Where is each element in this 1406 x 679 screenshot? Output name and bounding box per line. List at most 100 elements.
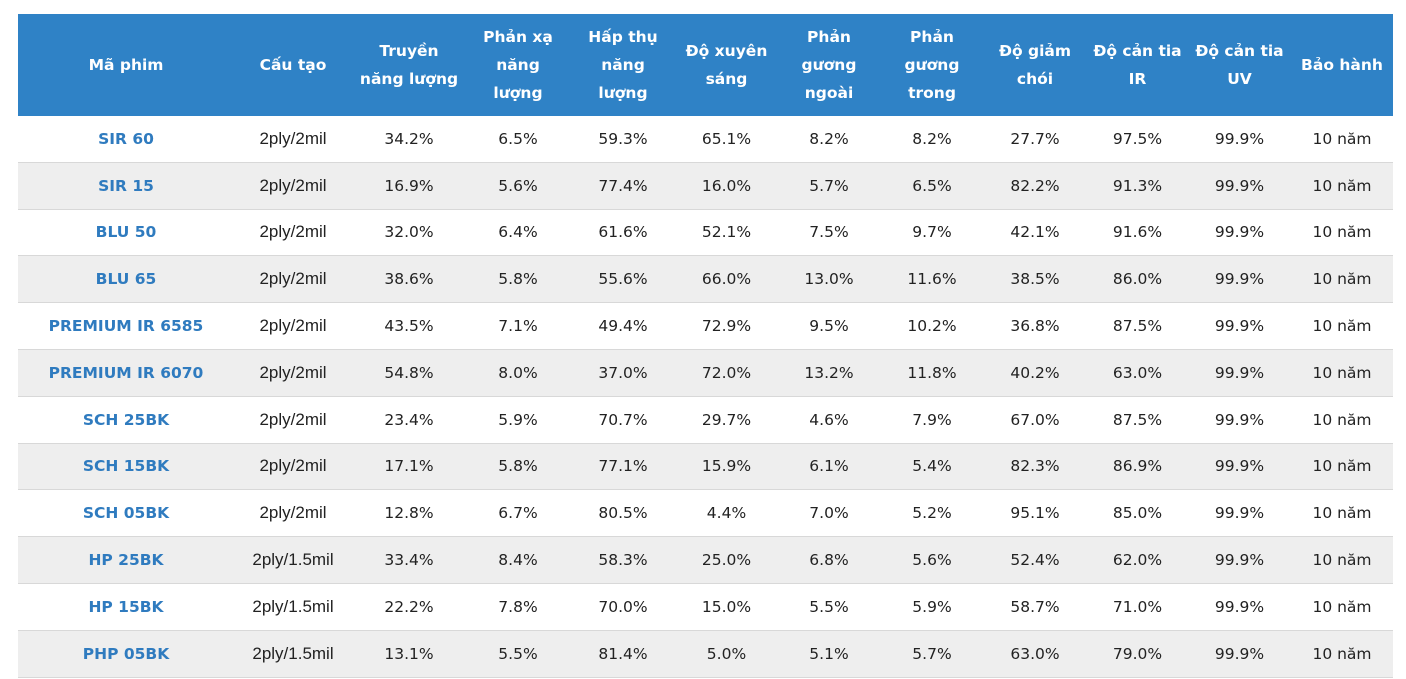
cell-warranty: 10 năm: [1291, 116, 1393, 163]
cell-film-code[interactable]: SCH 15BK: [18, 443, 234, 491]
cell-warranty: 10 năm: [1291, 302, 1393, 350]
cell-uv-rejection: 99.9%: [1188, 302, 1291, 350]
cell-energy-transmission: 34.2%: [352, 116, 466, 163]
cell-energy-reflection: 6.7%: [466, 489, 570, 538]
cell-film-code[interactable]: PREMIUM IR 6585: [18, 302, 234, 350]
cell-energy-reflection: 6.5%: [466, 116, 570, 163]
cell-glare-reduction: 58.7%: [983, 583, 1087, 631]
cell-interior-reflection: 5.4%: [881, 443, 983, 491]
cell-light-transmission: 4.4%: [676, 489, 777, 538]
cell-glare-reduction: 38.5%: [983, 255, 1087, 304]
film-spec-table-container: Mã phim Cấu tạo Truyền năng lượng Phản x…: [18, 14, 1393, 678]
cell-uv-rejection: 99.9%: [1188, 489, 1291, 538]
cell-warranty: 10 năm: [1291, 443, 1393, 491]
header-energy-reflection: Phản xạ năng lượng: [466, 14, 570, 116]
cell-energy-absorption: 49.4%: [570, 302, 676, 350]
cell-light-transmission: 16.0%: [676, 162, 777, 210]
header-structure: Cấu tạo: [234, 14, 352, 116]
cell-energy-absorption: 70.7%: [570, 396, 676, 444]
cell-interior-reflection: 9.7%: [881, 209, 983, 257]
cell-exterior-reflection: 5.1%: [777, 630, 881, 678]
table-row: HP 25BK 2ply/1.5mil 33.4% 8.4% 58.3% 25.0% 6.8…: [18, 536, 1393, 584]
cell-film-code[interactable]: PREMIUM IR 6070: [18, 349, 234, 397]
cell-energy-transmission: 43.5%: [352, 302, 466, 350]
table-row: HP 15BK 2ply/1.5mil 22.2% 7.8% 70.0% 15.0% 5.5…: [18, 583, 1393, 631]
cell-energy-absorption: 77.1%: [570, 443, 676, 491]
cell-energy-transmission: 13.1%: [352, 630, 466, 678]
cell-ir-rejection: 62.0%: [1087, 536, 1188, 584]
cell-exterior-reflection: 7.5%: [777, 209, 881, 257]
table-body: SIR 60 2ply/2mil 34.2% 6.5% 59.3% 65.1% 8.2% 8.…: [18, 116, 1393, 678]
cell-warranty: 10 năm: [1291, 162, 1393, 210]
cell-film-code[interactable]: HP 25BK: [18, 536, 234, 584]
cell-exterior-reflection: 7.0%: [777, 489, 881, 538]
cell-exterior-reflection: 6.1%: [777, 443, 881, 491]
cell-uv-rejection: 99.9%: [1188, 396, 1291, 444]
cell-uv-rejection: 99.9%: [1188, 583, 1291, 631]
cell-film-code[interactable]: HP 15BK: [18, 583, 234, 631]
cell-energy-absorption: 77.4%: [570, 162, 676, 210]
cell-film-code[interactable]: BLU 50: [18, 209, 234, 257]
table-row: SIR 15 2ply/2mil 16.9% 5.6% 77.4% 16.0% 5.7% 6.…: [18, 162, 1393, 210]
cell-energy-absorption: 80.5%: [570, 489, 676, 538]
cell-energy-reflection: 6.4%: [466, 209, 570, 257]
cell-film-code[interactable]: SCH 05BK: [18, 489, 234, 538]
cell-exterior-reflection: 8.2%: [777, 116, 881, 163]
cell-energy-absorption: 59.3%: [570, 116, 676, 163]
cell-warranty: 10 năm: [1291, 255, 1393, 304]
cell-light-transmission: 66.0%: [676, 255, 777, 304]
cell-interior-reflection: 8.2%: [881, 116, 983, 163]
header-energy-transmission: Truyền năng lượng: [352, 14, 466, 116]
cell-glare-reduction: 63.0%: [983, 630, 1087, 678]
header-energy-absorption: Hấp thụ năng lượng: [570, 14, 676, 116]
cell-structure: 2ply/2mil: [234, 489, 352, 538]
cell-film-code[interactable]: SIR 15: [18, 162, 234, 210]
cell-uv-rejection: 99.9%: [1188, 443, 1291, 491]
cell-ir-rejection: 63.0%: [1087, 349, 1188, 397]
table-row: PHP 05BK 2ply/1.5mil 13.1% 5.5% 81.4% 5.0% 5.1…: [18, 630, 1393, 678]
cell-exterior-reflection: 5.7%: [777, 162, 881, 210]
cell-energy-absorption: 70.0%: [570, 583, 676, 631]
cell-film-code[interactable]: PHP 05BK: [18, 630, 234, 678]
cell-glare-reduction: 36.8%: [983, 302, 1087, 350]
cell-energy-transmission: 32.0%: [352, 209, 466, 257]
cell-energy-reflection: 5.9%: [466, 396, 570, 444]
cell-light-transmission: 72.0%: [676, 349, 777, 397]
cell-energy-reflection: 7.8%: [466, 583, 570, 631]
header-light-transmission: Độ xuyên sáng: [676, 14, 777, 116]
cell-warranty: 10 năm: [1291, 630, 1393, 678]
cell-glare-reduction: 95.1%: [983, 489, 1087, 538]
header-film-code: Mã phim: [18, 14, 234, 116]
table-row: BLU 65 2ply/2mil 38.6% 5.8% 55.6% 66.0% 13.0% 1…: [18, 255, 1393, 304]
cell-energy-reflection: 5.5%: [466, 630, 570, 678]
cell-interior-reflection: 11.6%: [881, 255, 983, 304]
header-glare-reduction: Độ giảm chói: [983, 14, 1087, 116]
cell-uv-rejection: 99.9%: [1188, 209, 1291, 257]
cell-energy-transmission: 17.1%: [352, 443, 466, 491]
cell-film-code[interactable]: SCH 25BK: [18, 396, 234, 444]
table-row: SCH 25BK 2ply/2mil 23.4% 5.9% 70.7% 29.7% 4.6%…: [18, 396, 1393, 444]
cell-light-transmission: 5.0%: [676, 630, 777, 678]
cell-film-code[interactable]: SIR 60: [18, 116, 234, 163]
cell-ir-rejection: 91.3%: [1087, 162, 1188, 210]
cell-light-transmission: 72.9%: [676, 302, 777, 350]
cell-exterior-reflection: 9.5%: [777, 302, 881, 350]
cell-interior-reflection: 5.6%: [881, 536, 983, 584]
table-row: PREMIUM IR 6585 2ply/2mil 43.5% 7.1% 49.4% 72…: [18, 302, 1393, 350]
cell-exterior-reflection: 5.5%: [777, 583, 881, 631]
cell-film-code[interactable]: BLU 65: [18, 255, 234, 304]
cell-interior-reflection: 7.9%: [881, 396, 983, 444]
cell-glare-reduction: 67.0%: [983, 396, 1087, 444]
cell-structure: 2ply/2mil: [234, 349, 352, 397]
cell-glare-reduction: 40.2%: [983, 349, 1087, 397]
cell-interior-reflection: 5.9%: [881, 583, 983, 631]
cell-warranty: 10 năm: [1291, 349, 1393, 397]
cell-light-transmission: 65.1%: [676, 116, 777, 163]
cell-glare-reduction: 42.1%: [983, 209, 1087, 257]
cell-glare-reduction: 82.2%: [983, 162, 1087, 210]
cell-interior-reflection: 6.5%: [881, 162, 983, 210]
cell-ir-rejection: 86.0%: [1087, 255, 1188, 304]
cell-uv-rejection: 99.9%: [1188, 162, 1291, 210]
cell-energy-absorption: 55.6%: [570, 255, 676, 304]
cell-glare-reduction: 27.7%: [983, 116, 1087, 163]
